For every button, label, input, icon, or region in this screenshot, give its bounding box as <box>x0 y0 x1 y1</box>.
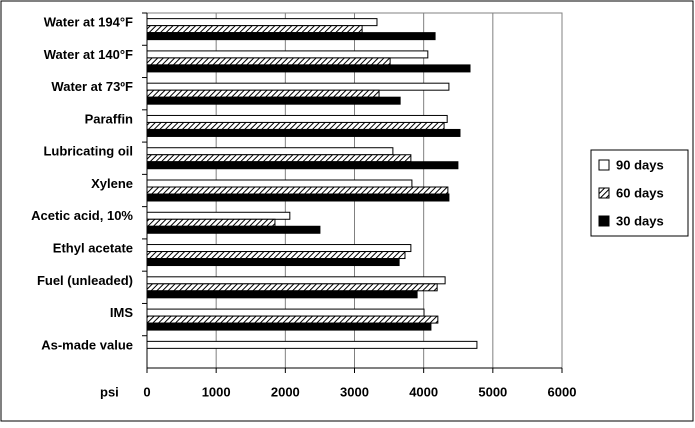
bar <box>146 225 321 234</box>
bar <box>146 64 471 73</box>
y-tick-label: Acetic acid, 10% <box>31 208 133 223</box>
legend-label: 30 days <box>616 213 664 228</box>
bar <box>146 290 418 299</box>
bar <box>146 308 425 317</box>
bar <box>146 211 291 220</box>
bar <box>146 322 432 331</box>
x-tick-label: 2000 <box>271 384 300 399</box>
bar <box>146 128 461 137</box>
bar <box>146 258 400 267</box>
x-axis-label: psi <box>100 384 119 399</box>
legend-label: 90 days <box>616 157 664 172</box>
y-tick-label: Paraffin <box>85 111 133 126</box>
x-tick-label: 5000 <box>478 384 507 399</box>
x-tick-label: 0 <box>143 384 150 399</box>
bar <box>146 218 276 227</box>
bar <box>146 154 412 163</box>
x-tick-label: 4000 <box>409 384 438 399</box>
bar <box>146 340 478 349</box>
bar <box>146 186 449 195</box>
x-tick-label: 1000 <box>202 384 231 399</box>
y-tick-label: Xylene <box>91 176 133 191</box>
legend-swatch <box>598 187 610 199</box>
bar <box>146 89 380 98</box>
y-tick-label: IMS <box>110 305 133 320</box>
legend-swatch <box>598 215 610 227</box>
bar <box>146 283 438 292</box>
bar <box>146 244 412 253</box>
bar <box>146 251 406 260</box>
bar <box>146 32 436 41</box>
bar <box>146 179 413 188</box>
y-tick-label: As-made value <box>41 337 133 352</box>
bar <box>146 121 445 130</box>
y-tick-label: Water at 140°F <box>44 47 133 62</box>
legend-label: 60 days <box>616 185 664 200</box>
bar <box>146 161 459 170</box>
y-tick-label: Water at 73ºF <box>51 79 133 94</box>
bar <box>146 82 450 91</box>
bar <box>146 57 391 66</box>
y-tick-label: Water at 194°F <box>44 15 133 30</box>
bar <box>146 96 401 105</box>
bar <box>146 193 450 202</box>
legend-swatch <box>598 159 610 171</box>
y-tick-label: Ethyl acetate <box>53 240 133 255</box>
bar <box>146 50 429 59</box>
y-tick-label: Lubricating oil <box>43 144 133 159</box>
bar <box>146 147 394 156</box>
bar <box>146 315 439 324</box>
x-tick-label: 3000 <box>340 384 369 399</box>
x-tick-label: 6000 <box>548 384 577 399</box>
bar <box>146 25 363 34</box>
y-tick-label: Fuel (unleaded) <box>37 273 133 288</box>
bar <box>146 276 446 285</box>
bar <box>146 114 448 123</box>
bar <box>146 18 378 27</box>
